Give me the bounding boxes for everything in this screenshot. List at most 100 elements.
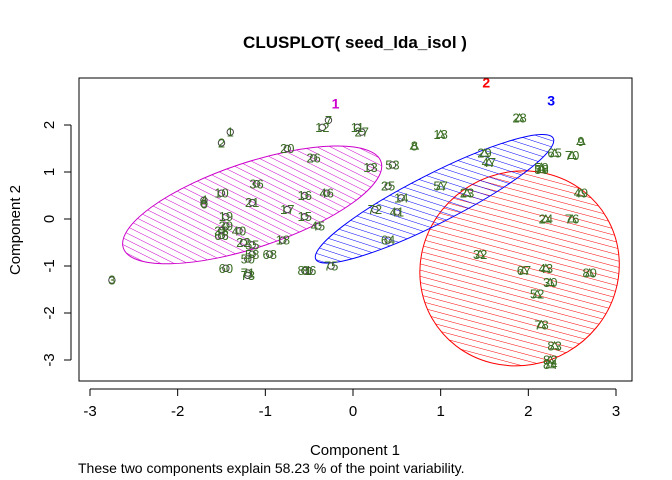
point-marker <box>366 163 375 172</box>
point-marker <box>108 276 116 284</box>
point-label: 50 <box>241 251 255 266</box>
x-axis: -3 -2 -1 0 1 2 3 <box>83 388 620 420</box>
point-label: 7 <box>325 113 332 128</box>
point-label: 83 <box>547 338 561 353</box>
point-label: 6 <box>200 196 207 211</box>
point-label: 65 <box>547 146 561 161</box>
point-marker <box>484 157 494 167</box>
point-marker <box>200 196 208 204</box>
point-label: 49 <box>574 186 588 201</box>
point-label: 53 <box>385 157 399 172</box>
point-marker <box>283 205 291 214</box>
point-label: 27 <box>355 125 369 140</box>
point-label: 60 <box>219 261 233 276</box>
point-marker <box>475 249 485 258</box>
point-marker <box>514 112 525 122</box>
point-marker <box>576 136 586 145</box>
point-label: 70 <box>565 148 579 163</box>
point-label: 20 <box>280 141 294 156</box>
point-marker <box>435 181 446 190</box>
y-tick-label: -1 <box>41 259 58 272</box>
point-marker <box>536 319 547 329</box>
point-marker <box>549 148 560 157</box>
point-label: 59 <box>534 160 548 175</box>
point-label: 13 <box>363 160 377 175</box>
cluster-labels: 1 2 3 <box>332 74 556 111</box>
variability-footnote: These two components explain 58.23 % of … <box>78 460 465 476</box>
point-label: 29 <box>477 146 491 161</box>
point-marker <box>384 182 392 190</box>
point-label: 1 <box>227 125 234 140</box>
point-marker <box>545 359 556 369</box>
point-label: 66 <box>214 228 228 243</box>
point-marker <box>584 268 595 277</box>
point-marker <box>567 213 578 223</box>
point-marker <box>217 189 226 197</box>
point-label: 52 <box>530 287 544 302</box>
point-label: 2 <box>218 135 225 150</box>
point-label: 47 <box>482 155 496 170</box>
point-marker <box>244 255 252 263</box>
point-marker <box>301 191 309 200</box>
plot-frame <box>78 77 633 382</box>
point-label: 10 <box>214 186 228 201</box>
y-tick-label: -3 <box>41 353 58 366</box>
point-marker <box>576 188 586 197</box>
y-axis: -3 -2 -1 0 1 2 <box>41 121 72 367</box>
point-label: 18 <box>433 127 447 142</box>
point-marker <box>248 250 256 258</box>
point-label: 28 <box>512 110 526 125</box>
point-marker <box>283 144 291 153</box>
point-marker <box>301 267 309 275</box>
point-label: 11 <box>351 120 365 135</box>
point-label: 40 <box>232 223 246 238</box>
point-label: 55 <box>245 237 259 252</box>
cluster-3-label: 3 <box>547 93 555 109</box>
point-label: 84 <box>543 357 557 372</box>
point-label: 3 <box>108 273 115 288</box>
chart-title: CLUSPLOT( seed_lda_isol ) <box>243 33 467 52</box>
point-marker <box>248 241 256 249</box>
point-marker <box>217 227 226 235</box>
point-marker <box>222 212 230 221</box>
x-tick-label: -3 <box>83 403 96 420</box>
point-label: 86 <box>302 263 316 278</box>
point-label: 64 <box>381 233 395 248</box>
point-marker <box>388 161 397 169</box>
point-marker <box>226 128 234 136</box>
point-label: 45 <box>311 219 325 234</box>
cluster-3-ellipse <box>314 133 555 264</box>
cluster-1-label: 1 <box>332 96 340 112</box>
point-marker <box>393 208 401 216</box>
point-marker <box>200 200 208 208</box>
point-marker <box>305 267 313 275</box>
point-marker <box>409 141 420 150</box>
point-marker <box>217 231 226 240</box>
point-label: 36 <box>249 176 263 191</box>
point-marker <box>244 269 252 277</box>
point-label: 23 <box>460 186 474 201</box>
point-label: 58 <box>245 247 259 262</box>
point-label: 17 <box>280 202 294 217</box>
point-marker <box>532 289 542 298</box>
point-marker <box>235 227 243 235</box>
point-label: 12 <box>315 120 329 135</box>
point-marker <box>358 128 366 136</box>
point-label: 8 <box>411 139 418 154</box>
point-label: 73 <box>241 268 255 283</box>
point-marker <box>266 250 274 258</box>
point-label: 41 <box>390 204 404 219</box>
x-axis-label: Component 1 <box>310 442 400 459</box>
point-marker <box>462 188 472 197</box>
point-label: 76 <box>565 212 579 227</box>
x-tick-label: -2 <box>171 403 184 420</box>
x-tick-label: 0 <box>349 403 357 420</box>
point-marker <box>541 263 551 272</box>
point-marker <box>222 222 230 230</box>
point-marker <box>252 180 261 188</box>
point-label: 9 <box>577 134 584 149</box>
y-tick-label: -2 <box>41 306 58 319</box>
cluster-1-ellipse <box>122 145 383 265</box>
